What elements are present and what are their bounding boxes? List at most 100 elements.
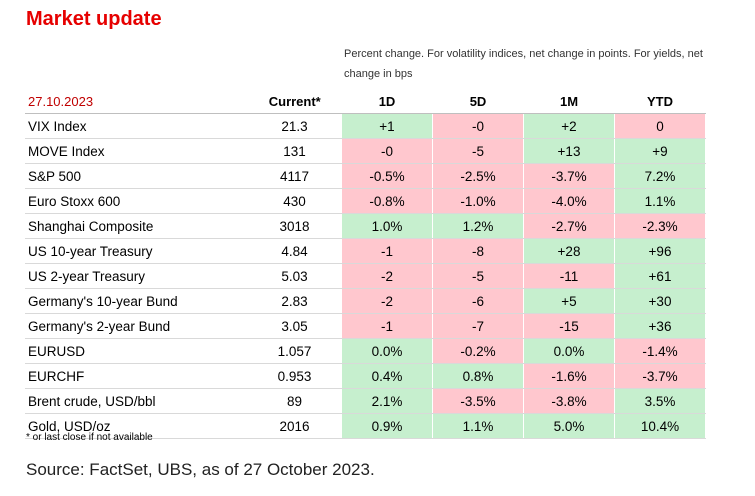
market-table: 27.10.2023 Current* 1D 5D 1M YTD VIX Ind… bbox=[25, 89, 706, 439]
row-value-1d: -2 bbox=[341, 263, 433, 289]
row-value-1d: -0.5% bbox=[341, 163, 433, 189]
table-row: MOVE Index 131 -0 -5 +13 +9 bbox=[25, 138, 706, 164]
row-current: 4117 bbox=[248, 163, 342, 189]
row-current: 5.03 bbox=[248, 263, 342, 289]
row-value-1m: +2 bbox=[523, 113, 615, 139]
row-name: Germany's 2-year Bund bbox=[25, 313, 248, 339]
row-value-1m: 0.0% bbox=[523, 338, 615, 364]
row-value-1d: -1 bbox=[341, 313, 433, 339]
row-value-ytd: 10.4% bbox=[614, 413, 706, 439]
row-name: Gold, USD/oz bbox=[25, 413, 248, 439]
row-value-1d: -1 bbox=[341, 238, 433, 264]
row-name: VIX Index bbox=[25, 113, 248, 139]
page-title: Market update bbox=[26, 8, 162, 30]
table-row: Gold, USD/oz 2016 0.9% 1.1% 5.0% 10.4% bbox=[25, 413, 706, 439]
period-header-1d: 1D bbox=[341, 89, 433, 114]
row-value-1m: 5.0% bbox=[523, 413, 615, 439]
table-header-row: 27.10.2023 Current* 1D 5D 1M YTD bbox=[25, 89, 706, 114]
row-value-ytd: 7.2% bbox=[614, 163, 706, 189]
period-header-1m: 1M bbox=[523, 89, 615, 114]
row-value-ytd: +96 bbox=[614, 238, 706, 264]
table-row: US 10-year Treasury 4.84 -1 -8 +28 +96 bbox=[25, 238, 706, 264]
row-value-5d: -8 bbox=[432, 238, 524, 264]
row-current: 89 bbox=[248, 388, 342, 414]
row-current: 2016 bbox=[248, 413, 342, 439]
row-current: 3.05 bbox=[248, 313, 342, 339]
row-name: S&P 500 bbox=[25, 163, 248, 189]
row-value-1m: -2.7% bbox=[523, 213, 615, 239]
row-value-5d: -1.0% bbox=[432, 188, 524, 214]
row-value-1d: 2.1% bbox=[341, 388, 433, 414]
row-value-1m: -3.8% bbox=[523, 388, 615, 414]
row-value-5d: 1.2% bbox=[432, 213, 524, 239]
row-value-1m: -15 bbox=[523, 313, 615, 339]
period-header-5d: 5D bbox=[432, 89, 524, 114]
row-value-ytd: -1.4% bbox=[614, 338, 706, 364]
row-value-1m: -11 bbox=[523, 263, 615, 289]
row-name: EURUSD bbox=[25, 338, 248, 364]
row-name: US 10-year Treasury bbox=[25, 238, 248, 264]
row-value-ytd: +9 bbox=[614, 138, 706, 164]
row-value-1m: +28 bbox=[523, 238, 615, 264]
row-current: 21.3 bbox=[248, 113, 342, 139]
footnote: * or last close if not available bbox=[26, 432, 153, 443]
row-name: US 2-year Treasury bbox=[25, 263, 248, 289]
row-value-1m: -4.0% bbox=[523, 188, 615, 214]
row-value-5d: -5 bbox=[432, 138, 524, 164]
row-value-ytd: -2.3% bbox=[614, 213, 706, 239]
row-name: MOVE Index bbox=[25, 138, 248, 164]
table-row: S&P 500 4117 -0.5% -2.5% -3.7% 7.2% bbox=[25, 163, 706, 189]
row-current: 1.057 bbox=[248, 338, 342, 364]
row-current: 2.83 bbox=[248, 288, 342, 314]
row-value-ytd: +30 bbox=[614, 288, 706, 314]
row-value-5d: -6 bbox=[432, 288, 524, 314]
row-value-1d: 0.4% bbox=[341, 363, 433, 389]
row-value-1d: -2 bbox=[341, 288, 433, 314]
table-row: VIX Index 21.3 +1 -0 +2 0 bbox=[25, 113, 706, 139]
row-current: 131 bbox=[248, 138, 342, 164]
row-name: Shanghai Composite bbox=[25, 213, 248, 239]
row-current: 0.953 bbox=[248, 363, 342, 389]
row-value-5d: -2.5% bbox=[432, 163, 524, 189]
row-value-1m: -1.6% bbox=[523, 363, 615, 389]
row-current: 4.84 bbox=[248, 238, 342, 264]
row-value-5d: -7 bbox=[432, 313, 524, 339]
table-row: Shanghai Composite 3018 1.0% 1.2% -2.7% -2.3% bbox=[25, 213, 706, 239]
row-value-5d: 0.8% bbox=[432, 363, 524, 389]
row-value-ytd: 1.1% bbox=[614, 188, 706, 214]
table-row: Euro Stoxx 600 430 -0.8% -1.0% -4.0% 1.1% bbox=[25, 188, 706, 214]
row-value-1m: -3.7% bbox=[523, 163, 615, 189]
row-value-1m: +5 bbox=[523, 288, 615, 314]
table-note: Percent change. For volatility indices, … bbox=[344, 48, 703, 80]
row-value-5d: -0.2% bbox=[432, 338, 524, 364]
row-value-ytd: +36 bbox=[614, 313, 706, 339]
row-value-5d: -5 bbox=[432, 263, 524, 289]
row-name: Euro Stoxx 600 bbox=[25, 188, 248, 214]
table-row: EURUSD 1.057 0.0% -0.2% 0.0% -1.4% bbox=[25, 338, 706, 364]
row-value-5d: 1.1% bbox=[432, 413, 524, 439]
row-value-ytd: 0 bbox=[614, 113, 706, 139]
row-value-1d: 0.0% bbox=[341, 338, 433, 364]
table-body: VIX Index 21.3 +1 -0 +2 0 MOVE Index 131 -0 -5 +13… bbox=[25, 113, 706, 439]
row-value-5d: -3.5% bbox=[432, 388, 524, 414]
table-row: Germany's 2-year Bund 3.05 -1 -7 -15 +36 bbox=[25, 313, 706, 339]
table-row: Germany's 10-year Bund 2.83 -2 -6 +5 +30 bbox=[25, 288, 706, 314]
period-header-ytd: YTD bbox=[614, 89, 706, 114]
row-name: Germany's 10-year Bund bbox=[25, 288, 248, 314]
row-current: 3018 bbox=[248, 213, 342, 239]
row-current: 430 bbox=[248, 188, 342, 214]
row-value-1m: +13 bbox=[523, 138, 615, 164]
table-row: Brent crude, USD/bbl 89 2.1% -3.5% -3.8% 3.5% bbox=[25, 388, 706, 414]
row-value-1d: +1 bbox=[341, 113, 433, 139]
row-name: Brent crude, USD/bbl bbox=[25, 388, 248, 414]
row-value-ytd: -3.7% bbox=[614, 363, 706, 389]
row-value-1d: 0.9% bbox=[341, 413, 433, 439]
row-value-1d: -0.8% bbox=[341, 188, 433, 214]
row-value-ytd: 3.5% bbox=[614, 388, 706, 414]
row-value-1d: -0 bbox=[341, 138, 433, 164]
source-note: Source: FactSet, UBS, as of 27 October 2… bbox=[26, 460, 375, 479]
current-header: Current* bbox=[248, 89, 342, 114]
row-value-1d: 1.0% bbox=[341, 213, 433, 239]
table-row: US 2-year Treasury 5.03 -2 -5 -11 +61 bbox=[25, 263, 706, 289]
row-name: EURCHF bbox=[25, 363, 248, 389]
